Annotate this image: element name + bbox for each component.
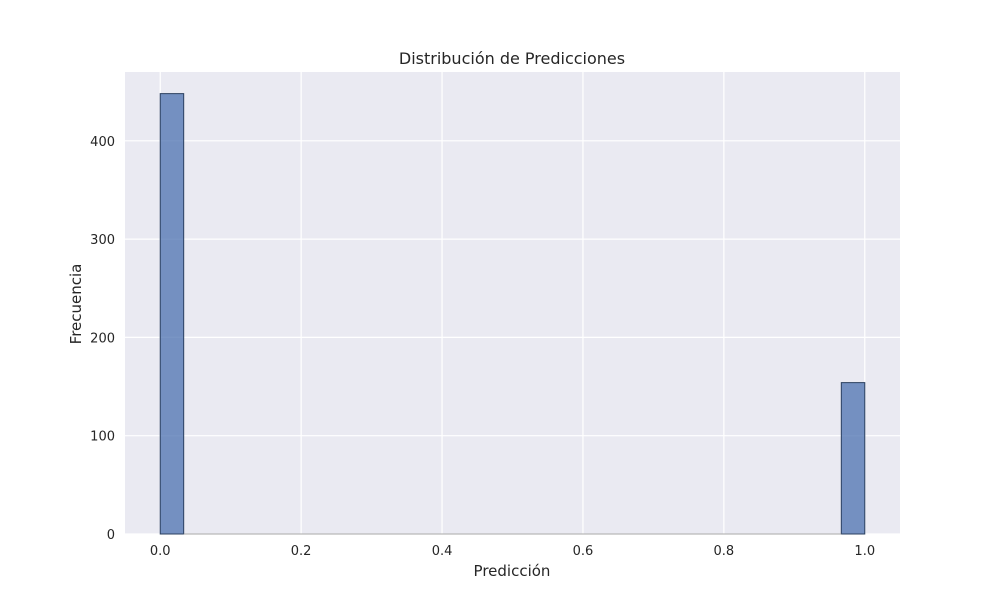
y-axis-ticks: 0 100 200 300 400 xyxy=(90,135,115,543)
x-axis-label: Predicción xyxy=(474,562,551,580)
x-axis-ticks: 0.0 0.2 0.4 0.6 0.8 1.0 xyxy=(150,544,875,559)
x-tick-label: 0.6 xyxy=(573,544,594,559)
y-tick-label: 400 xyxy=(90,135,115,150)
y-axis-label: Frecuencia xyxy=(67,264,85,345)
histogram-bar xyxy=(840,382,866,535)
histogram-bar xyxy=(159,93,185,535)
y-tick-label: 200 xyxy=(90,331,115,346)
x-tick-label: 0.2 xyxy=(291,544,312,559)
chart-title: Distribución de Predicciones xyxy=(399,49,625,68)
plot-area xyxy=(125,72,900,534)
x-tick-label: 0.0 xyxy=(150,544,171,559)
bars xyxy=(159,93,866,535)
y-tick-label: 0 xyxy=(107,528,115,543)
x-tick-label: 0.4 xyxy=(432,544,453,559)
y-tick-label: 100 xyxy=(90,430,115,445)
x-tick-label: 0.8 xyxy=(714,544,735,559)
x-tick-label: 1.0 xyxy=(854,544,875,559)
y-tick-label: 300 xyxy=(90,233,115,248)
